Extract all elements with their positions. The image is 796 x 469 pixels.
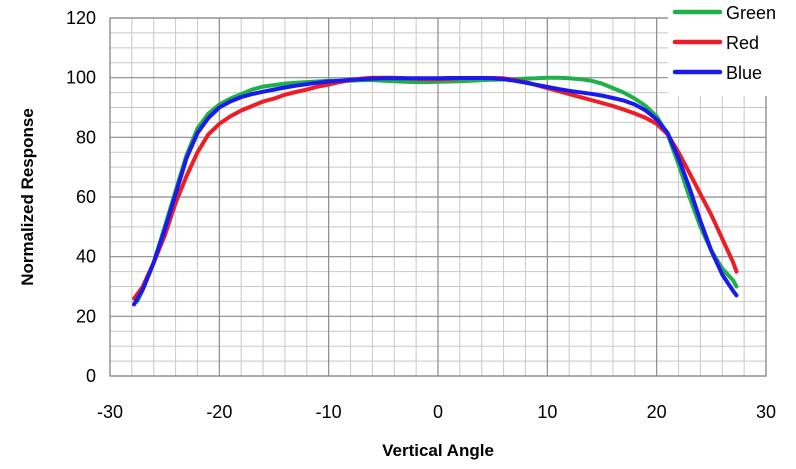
x-axis-tick-labels: -30 -20 -10 0 10 20 30 — [97, 402, 776, 422]
x-tick-label: -10 — [316, 402, 342, 422]
y-tick-label: 0 — [86, 366, 96, 386]
legend-label-green: Green — [726, 3, 776, 23]
x-tick-label: 30 — [756, 402, 776, 422]
y-axis-title: Normalized Response — [18, 108, 37, 286]
plot-frame — [109, 17, 767, 377]
y-tick-label: 60 — [76, 187, 96, 207]
y-tick-label: 100 — [66, 68, 96, 88]
y-tick-label: 120 — [66, 8, 96, 28]
x-tick-label: 0 — [433, 402, 443, 422]
series-lines — [132, 75, 739, 307]
legend-box — [668, 0, 796, 96]
legend-label-red: Red — [726, 33, 759, 53]
legend-label-blue: Blue — [726, 63, 762, 83]
series-line-green — [135, 75, 739, 304]
y-tick-label: 80 — [76, 127, 96, 147]
plot-area-border — [109, 17, 767, 377]
x-tick-label: 20 — [647, 402, 667, 422]
x-axis-title: Vertical Angle — [382, 441, 494, 460]
series-line-blue — [132, 76, 739, 307]
y-axis-tick-labels: 0 20 40 60 80 100 120 — [66, 8, 96, 386]
y-tick-label: 40 — [76, 247, 96, 267]
x-tick-label: 10 — [537, 402, 557, 422]
legend: Green Red Blue — [668, 0, 796, 96]
x-tick-label: -20 — [206, 402, 232, 422]
x-tick-label: -30 — [97, 402, 123, 422]
y-tick-label: 20 — [76, 306, 96, 326]
